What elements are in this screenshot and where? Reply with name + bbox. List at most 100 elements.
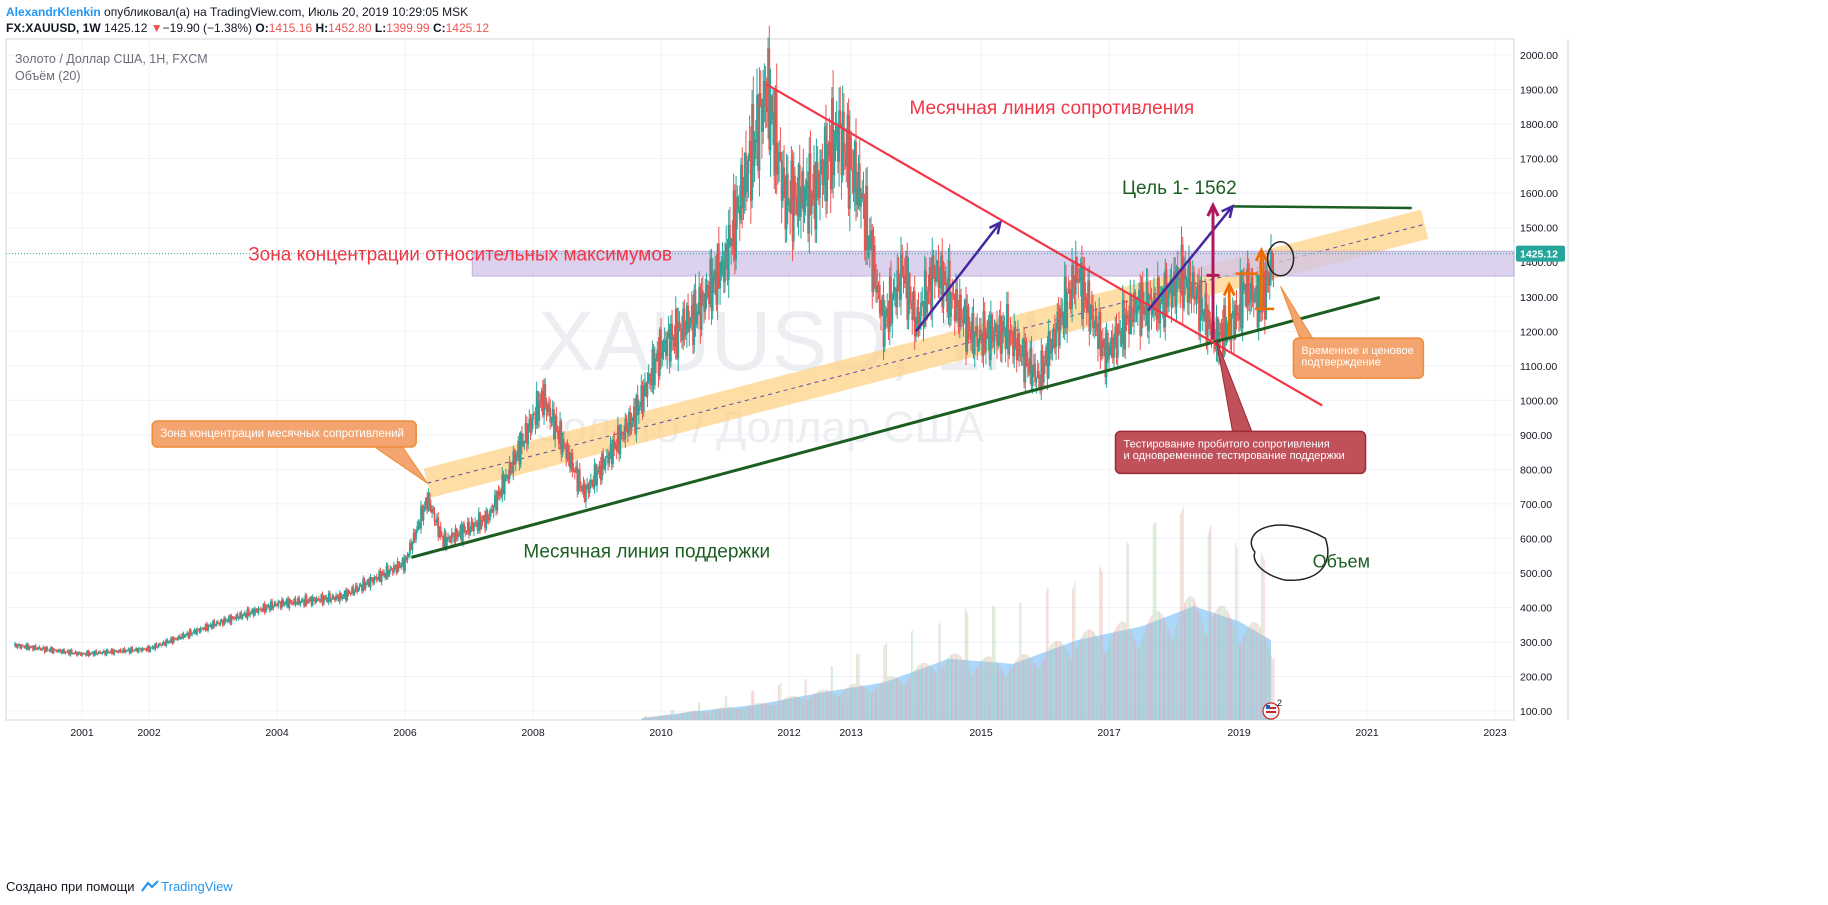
- candle-body: [87, 650, 90, 656]
- candle-body: [996, 324, 998, 346]
- candle-body: [489, 511, 491, 521]
- price-tag-text: 1425.12: [1520, 249, 1558, 261]
- candle-body: [438, 526, 441, 537]
- candle-body: [1166, 298, 1169, 308]
- candle-body: [445, 538, 448, 548]
- x-tick-label: 2006: [393, 727, 417, 739]
- candle-body: [653, 358, 656, 386]
- candle-body: [367, 579, 369, 584]
- candle-body: [801, 171, 804, 205]
- candle-body: [920, 303, 922, 317]
- candle-body: [260, 608, 262, 611]
- footer-brand-link[interactable]: TradingView: [161, 879, 233, 894]
- candle-body: [444, 532, 447, 548]
- flag-stripe: [1266, 707, 1276, 709]
- candle-body: [433, 512, 436, 522]
- candle-body: [255, 608, 257, 610]
- candle-body: [429, 505, 432, 513]
- candle-body: [373, 577, 376, 583]
- candle-body: [955, 288, 957, 321]
- candle-body: [1118, 324, 1120, 334]
- candle-body: [475, 522, 478, 524]
- candle-body: [137, 648, 140, 653]
- candle-body: [108, 651, 110, 653]
- candle-body: [290, 602, 293, 604]
- candle-body: [1233, 311, 1235, 340]
- candle-body: [564, 443, 566, 450]
- instrument-legend[interactable]: Золото / Доллар США, 1Н, FXCM: [15, 52, 208, 66]
- candle-body: [754, 139, 757, 143]
- support-label: Месячная линия поддержки: [523, 541, 770, 562]
- candle-body: [1250, 276, 1253, 299]
- candle-body: [345, 590, 347, 601]
- candle-body: [773, 112, 776, 176]
- low-value: 1399.99: [386, 21, 430, 35]
- candle-body: [78, 652, 81, 654]
- candle-body: [169, 641, 171, 643]
- high-label: H:: [315, 21, 329, 35]
- candle-body: [32, 646, 34, 651]
- candle-body: [1168, 289, 1170, 299]
- candle-body: [867, 236, 870, 251]
- candle-body: [1204, 293, 1207, 321]
- candle-body: [985, 333, 987, 352]
- candle-body: [209, 624, 212, 627]
- candle-body: [113, 650, 116, 655]
- callout-box: [1114, 430, 1367, 475]
- callout-monthly-zone[interactable]: Зона концентрации месячных сопротивлений: [151, 420, 428, 484]
- candle-body: [832, 98, 835, 176]
- candle-body: [402, 558, 405, 572]
- candle-body: [509, 462, 512, 469]
- candle-body: [570, 453, 573, 468]
- event-flag-icon[interactable]: 2: [1262, 698, 1282, 720]
- arrow-shaft: [915, 221, 1002, 333]
- author-link[interactable]: AlexandrKlenkin: [6, 5, 101, 19]
- y-tick-label: 1300.00: [1520, 292, 1558, 304]
- symbol-label[interactable]: FX:XAUUSD, 1W: [6, 21, 101, 35]
- candle-body: [589, 479, 592, 485]
- candle-body: [657, 349, 660, 376]
- candle-body: [91, 652, 94, 654]
- candle-body: [421, 506, 424, 521]
- candle-body: [762, 98, 765, 132]
- candle-body: [851, 168, 854, 171]
- candle-body: [30, 646, 33, 648]
- candle-body: [534, 414, 537, 426]
- candle-body: [1092, 305, 1094, 329]
- candle-body: [999, 315, 1002, 354]
- candle-body: [194, 629, 197, 635]
- candle-body: [322, 596, 325, 605]
- candle-body: [947, 260, 950, 313]
- candle-body: [1105, 332, 1108, 378]
- y-tick-label: 600.00: [1520, 533, 1552, 545]
- candle-body: [1215, 317, 1218, 350]
- purple-arrow-right: [1147, 204, 1235, 312]
- candle-body: [288, 599, 291, 609]
- candle-body: [103, 650, 105, 653]
- candle-body: [844, 152, 846, 154]
- candle-body: [742, 197, 745, 208]
- candle-body: [808, 153, 811, 234]
- candle-body: [69, 649, 72, 656]
- candle-body: [257, 608, 260, 613]
- candle-body: [1067, 292, 1070, 294]
- candle-body: [573, 469, 576, 473]
- candle-body: [212, 620, 214, 629]
- candle-body: [426, 497, 429, 510]
- y-tick-label: 1100.00: [1520, 361, 1557, 373]
- candle-body: [1002, 321, 1005, 332]
- candle-body: [951, 292, 954, 295]
- volume-legend[interactable]: Объём (20): [15, 69, 81, 83]
- last-price: 1425.12: [104, 21, 148, 35]
- candle-body: [1223, 305, 1225, 357]
- y-tick-label: 800.00: [1520, 464, 1552, 476]
- candle-body: [923, 270, 926, 327]
- candle-body: [394, 565, 397, 567]
- candle-body: [119, 649, 122, 652]
- candle-body: [196, 629, 198, 635]
- candle-body: [42, 647, 45, 649]
- candle-body: [410, 542, 413, 551]
